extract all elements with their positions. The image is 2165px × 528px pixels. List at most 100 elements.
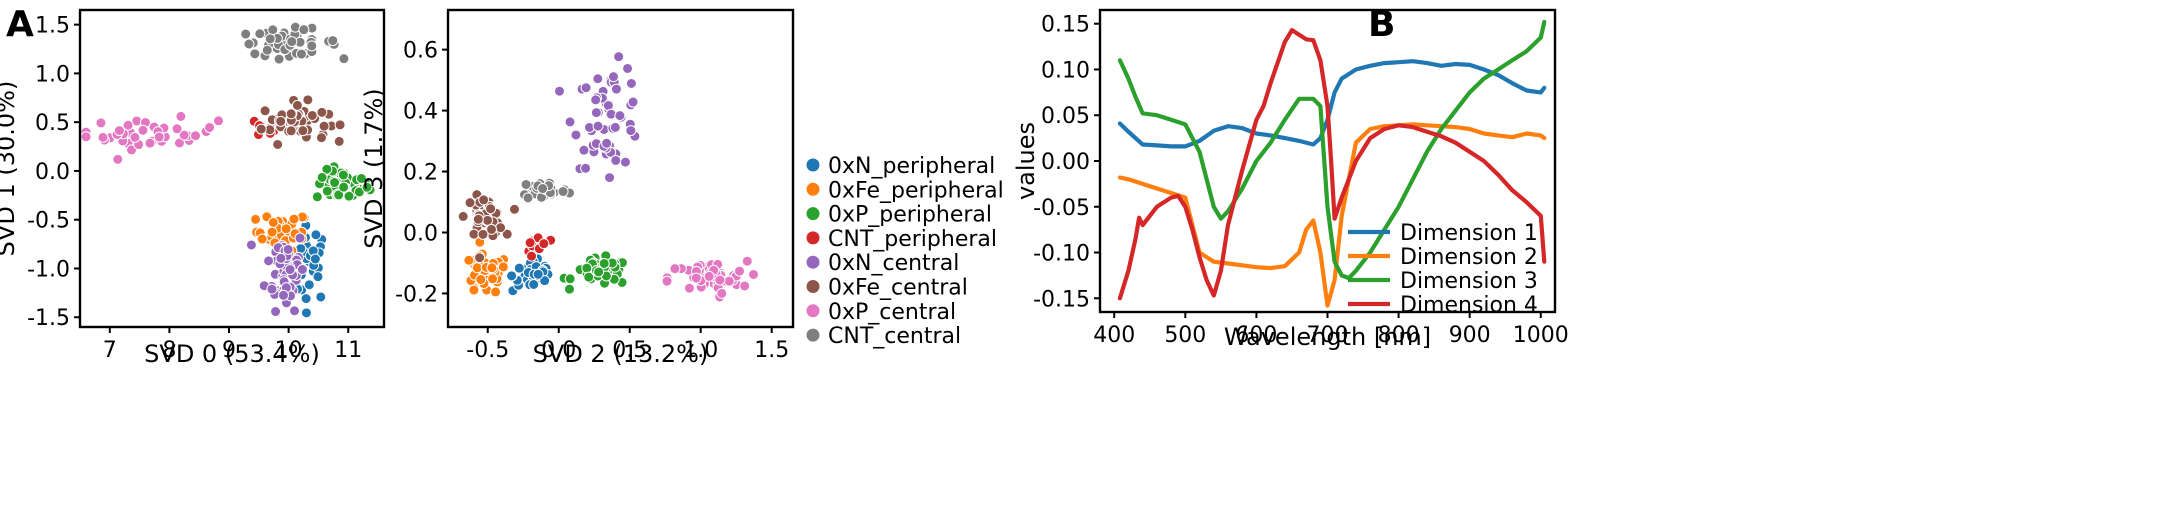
series-0xFe_central xyxy=(255,94,346,150)
scatter-point xyxy=(482,214,494,226)
y-tick-label: -1.5 xyxy=(27,306,70,331)
scatter-point xyxy=(297,125,309,137)
legend-label: 0xP_central xyxy=(828,300,956,325)
series-CNT_peripheral xyxy=(523,232,557,262)
scatter-point xyxy=(212,115,224,127)
y-tick-label: 0.15 xyxy=(1041,13,1090,38)
legend-label: Dimension 4 xyxy=(1400,293,1538,318)
scatter-point xyxy=(609,121,621,133)
scatter-point xyxy=(669,263,681,275)
scatter-point xyxy=(464,197,476,209)
scatter-point xyxy=(175,110,187,122)
scatter-point xyxy=(690,272,702,284)
x-tick-label: 1000 xyxy=(1513,323,1569,348)
scatter-point xyxy=(327,35,339,47)
x-tick-label: -0.5 xyxy=(466,338,509,363)
legend-label: Dimension 1 xyxy=(1400,221,1538,246)
scatter-point xyxy=(97,131,109,143)
scatter-point xyxy=(592,120,604,132)
scatter-point xyxy=(261,44,273,56)
series-0xN_peripheral xyxy=(506,253,554,297)
scatter-point xyxy=(270,306,282,318)
scatter-point xyxy=(486,262,498,274)
scatter-point xyxy=(478,194,490,206)
series-0xP_peripheral xyxy=(311,161,376,203)
legend-marker xyxy=(805,230,821,246)
scatter-point xyxy=(277,289,289,301)
scatter-point xyxy=(604,172,616,184)
scatter-point xyxy=(619,156,631,168)
scatter-point xyxy=(614,110,626,122)
scatter-point xyxy=(361,181,373,193)
scatter-point xyxy=(557,186,569,198)
y-tick-label: 0.5 xyxy=(35,111,70,136)
legend-label: 0xN_peripheral xyxy=(828,154,995,179)
y-tick-label: 1.5 xyxy=(35,14,70,39)
x-tick-label: 10 xyxy=(275,338,303,363)
scatter-point xyxy=(592,73,604,85)
scatter-point xyxy=(306,40,318,52)
scatter-point xyxy=(625,77,637,89)
scatter-point xyxy=(315,291,327,303)
scatter-point xyxy=(627,96,639,108)
scatter-legend: 0xN_peripheral0xFe_peripheral0xP_periphe… xyxy=(805,154,1004,349)
series-0xP_peripheral xyxy=(558,250,628,295)
scatter-point xyxy=(526,250,538,262)
legend-marker xyxy=(805,279,821,294)
scatter-point xyxy=(601,137,613,149)
scatter-point xyxy=(266,226,278,238)
x-axis-label: SVD 2 (13.2%) xyxy=(533,340,709,368)
series-CNT_central xyxy=(240,21,350,65)
scatter-point xyxy=(337,169,349,181)
scatter-point xyxy=(259,105,271,117)
scatter-point xyxy=(472,213,484,225)
scatter-point xyxy=(580,82,592,94)
scatter-point xyxy=(303,279,315,291)
scatter-point xyxy=(506,270,518,282)
scatter-point xyxy=(563,283,575,295)
scatter-point xyxy=(178,129,190,141)
scatter-point xyxy=(487,273,499,285)
x-axis-label: SVD 0 (53.4%) xyxy=(144,340,320,368)
scatter-point xyxy=(302,94,314,106)
scatter-point xyxy=(539,275,551,287)
scatter-point xyxy=(240,28,252,40)
scatter-point xyxy=(590,94,602,106)
x-tick-label: 8 xyxy=(162,338,176,363)
scatter-point xyxy=(316,106,328,118)
y-tick-label: 0.0 xyxy=(35,160,70,185)
legend-marker xyxy=(805,157,821,173)
scatter-point xyxy=(338,53,350,65)
scatter-point xyxy=(80,131,92,143)
scatter-point xyxy=(296,264,308,276)
scatter-point xyxy=(564,273,576,285)
scatter-point xyxy=(266,283,278,295)
scatter-point xyxy=(249,48,261,60)
scatter-point xyxy=(95,117,107,129)
y-axis-label: values xyxy=(1012,122,1040,200)
scatter-point xyxy=(468,228,480,240)
legend-marker xyxy=(805,254,821,270)
y-tick-label: -0.05 xyxy=(1033,196,1090,221)
scatter-svd0-svd1: 7 8 9 10 11 1.5 1.0 0.5 0.0 -0.5 -1.0 -1.5 SVD 0 (53… xyxy=(0,8,386,368)
scatter-point xyxy=(733,265,745,277)
scatter-point xyxy=(528,279,540,291)
scatter-point xyxy=(153,131,165,143)
scatter-point xyxy=(255,123,267,135)
scatter-point xyxy=(275,252,287,264)
scatter-svd2-svd3: -0.5 0.0 0.5 1.0 1.5 0.6 0.4 0.2 0.0 -0.2 SVD 2 (1… xyxy=(360,8,795,368)
x-tick-label: 7 xyxy=(103,338,117,363)
scatter-point xyxy=(524,237,536,249)
scatter-point xyxy=(723,275,735,287)
legend-label: 0xN_central xyxy=(828,251,959,276)
scatter-point xyxy=(622,62,634,74)
scatter-point xyxy=(321,185,333,197)
legend-label: CNT_peripheral xyxy=(828,227,997,252)
y-tick-label: 1.0 xyxy=(35,62,70,87)
legend-marker xyxy=(805,303,821,319)
y-tick-label: 0.4 xyxy=(403,100,438,125)
scatter-point xyxy=(553,85,565,97)
scatter-point xyxy=(583,271,595,283)
scatter-point xyxy=(457,210,469,222)
x-tick-label: 9 xyxy=(222,338,236,363)
